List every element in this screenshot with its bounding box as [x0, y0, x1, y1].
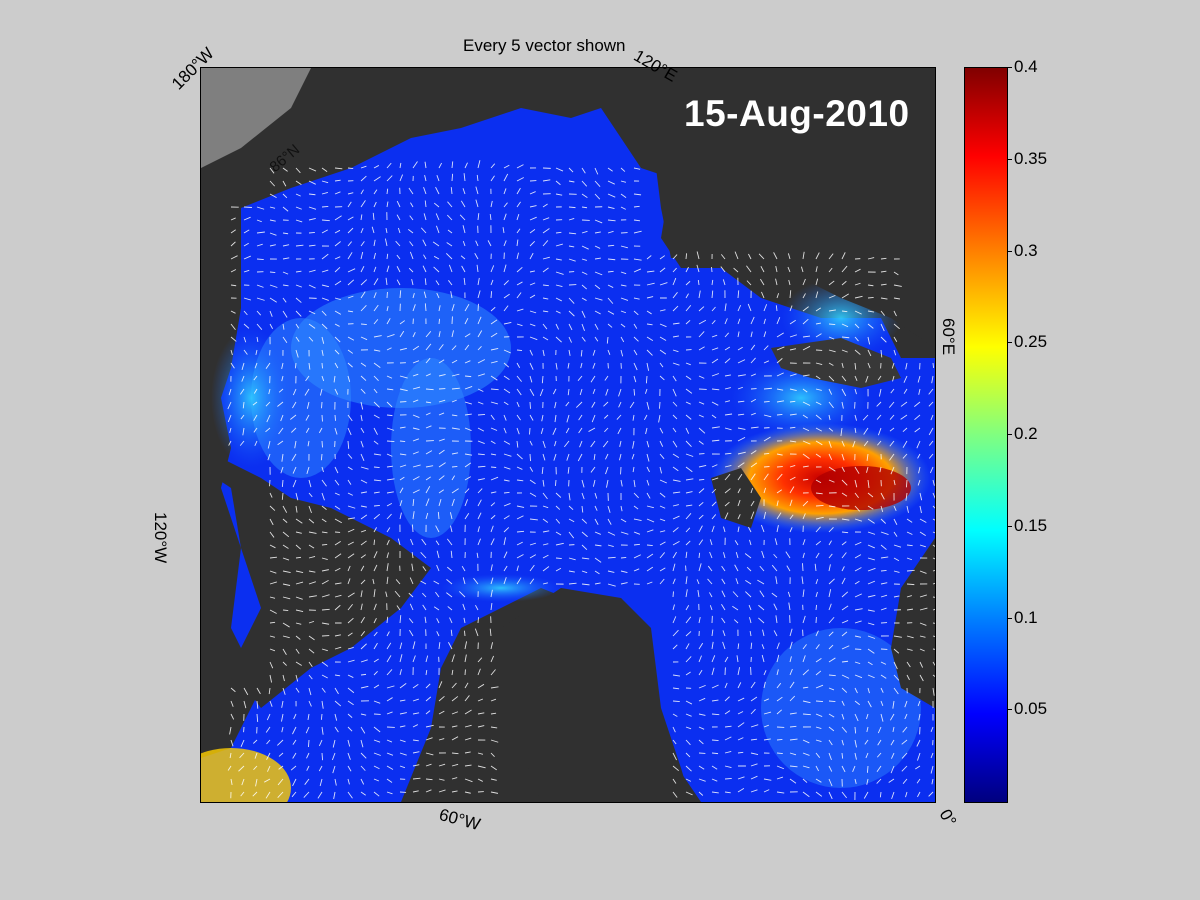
lon-label-120w: 120°W	[151, 512, 170, 564]
lon-label-60e: 60°E	[939, 318, 958, 356]
colorbar-tick	[1007, 158, 1012, 160]
land-alaska	[201, 188, 241, 268]
ocean-region	[201, 108, 935, 802]
colorbar-tick-label: 0.35	[1014, 148, 1048, 168]
colorbar-tick-label: 0.1	[1014, 607, 1038, 627]
colorbar-tick-label: 0.15	[1014, 515, 1048, 535]
colorbar-tick	[1007, 617, 1012, 619]
map-panel: 15-Aug-2010	[200, 67, 936, 803]
land-canada	[201, 448, 431, 708]
colorbar-tick	[1007, 434, 1012, 435]
colorbar-tick	[1007, 342, 1012, 344]
map-svg	[201, 68, 935, 802]
colorbar	[964, 67, 1008, 803]
colorbar-tick	[1007, 709, 1012, 711]
date-label: 15-Aug-2010	[684, 93, 910, 134]
colorbar-tick-label: 0.25	[1014, 332, 1048, 352]
land-light-region	[201, 68, 311, 168]
colorbar-tick	[1007, 525, 1012, 527]
colorbar-tick	[1007, 250, 1012, 252]
colorbar-tick	[1007, 67, 1012, 68]
colorbar-tick-label: 0.4	[1014, 57, 1038, 76]
lon-label-60w: 60°W	[437, 805, 483, 835]
land-svalbard	[711, 468, 761, 528]
colorbar-tick-label: 0.05	[1014, 699, 1048, 719]
land-greenland	[501, 588, 691, 802]
vector-field	[227, 160, 935, 800]
land-siberia	[641, 68, 935, 348]
lon-label-0: 0°	[935, 806, 961, 830]
colorbar-tick-label: 0.2	[1014, 424, 1038, 443]
land-scandinavia	[891, 538, 935, 708]
colorbar-tick-label: 0.3	[1014, 240, 1038, 260]
plot-title: Every 5 vector shown	[463, 36, 626, 55]
